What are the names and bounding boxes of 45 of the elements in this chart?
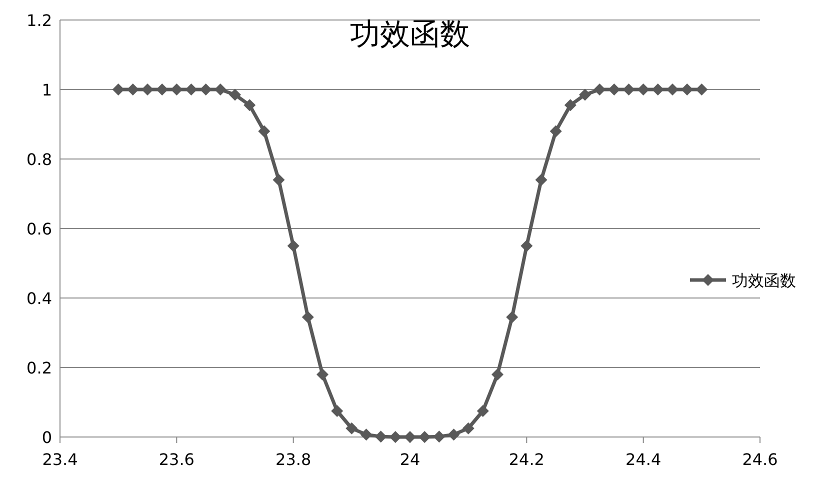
- point: [272, 174, 285, 186]
- point: [622, 84, 635, 96]
- x-tick-label: 24.2: [508, 450, 544, 469]
- y-tick-label: 0.2: [26, 358, 52, 378]
- point: [185, 84, 198, 96]
- point: [302, 311, 314, 324]
- point: [696, 84, 708, 96]
- point: [579, 88, 591, 101]
- point: [346, 422, 358, 434]
- point: [448, 428, 460, 441]
- x-tick-label: 24: [400, 450, 420, 469]
- point: [404, 431, 416, 443]
- point: [476, 404, 489, 417]
- point: [244, 99, 256, 112]
- point: [666, 84, 678, 96]
- y-tick-label: 0.4: [26, 289, 52, 308]
- y-tick-label: 0: [42, 428, 52, 447]
- point: [564, 99, 576, 112]
- point: [374, 430, 387, 443]
- x-tick-label: 23.4: [42, 450, 78, 469]
- point: [462, 422, 474, 434]
- x-tick-label: 24.4: [626, 450, 662, 469]
- point: [316, 368, 328, 380]
- x-tick-label: 23.6: [158, 450, 194, 469]
- y-tick-label: 1: [42, 80, 52, 100]
- x-tick-label: 23.8: [276, 450, 312, 469]
- y-tick-label: 1.2: [26, 11, 52, 30]
- point: [142, 84, 154, 96]
- point: [229, 88, 241, 101]
- x-tick-label: 24.6: [742, 450, 778, 469]
- y-tick-label: 0.8: [26, 150, 52, 169]
- point: [258, 125, 270, 138]
- point: [360, 428, 372, 441]
- point: [492, 368, 504, 380]
- point: [550, 125, 562, 138]
- legend-label: 功效函数: [732, 271, 796, 290]
- chart-title: 功效函数: [350, 17, 470, 52]
- point: [506, 311, 518, 324]
- point: [287, 240, 300, 252]
- point: [520, 240, 533, 252]
- y-tick-label: 0.6: [26, 220, 52, 238]
- point: [112, 84, 124, 96]
- point: [433, 430, 446, 443]
- point: [535, 174, 548, 186]
- point: [331, 404, 344, 417]
